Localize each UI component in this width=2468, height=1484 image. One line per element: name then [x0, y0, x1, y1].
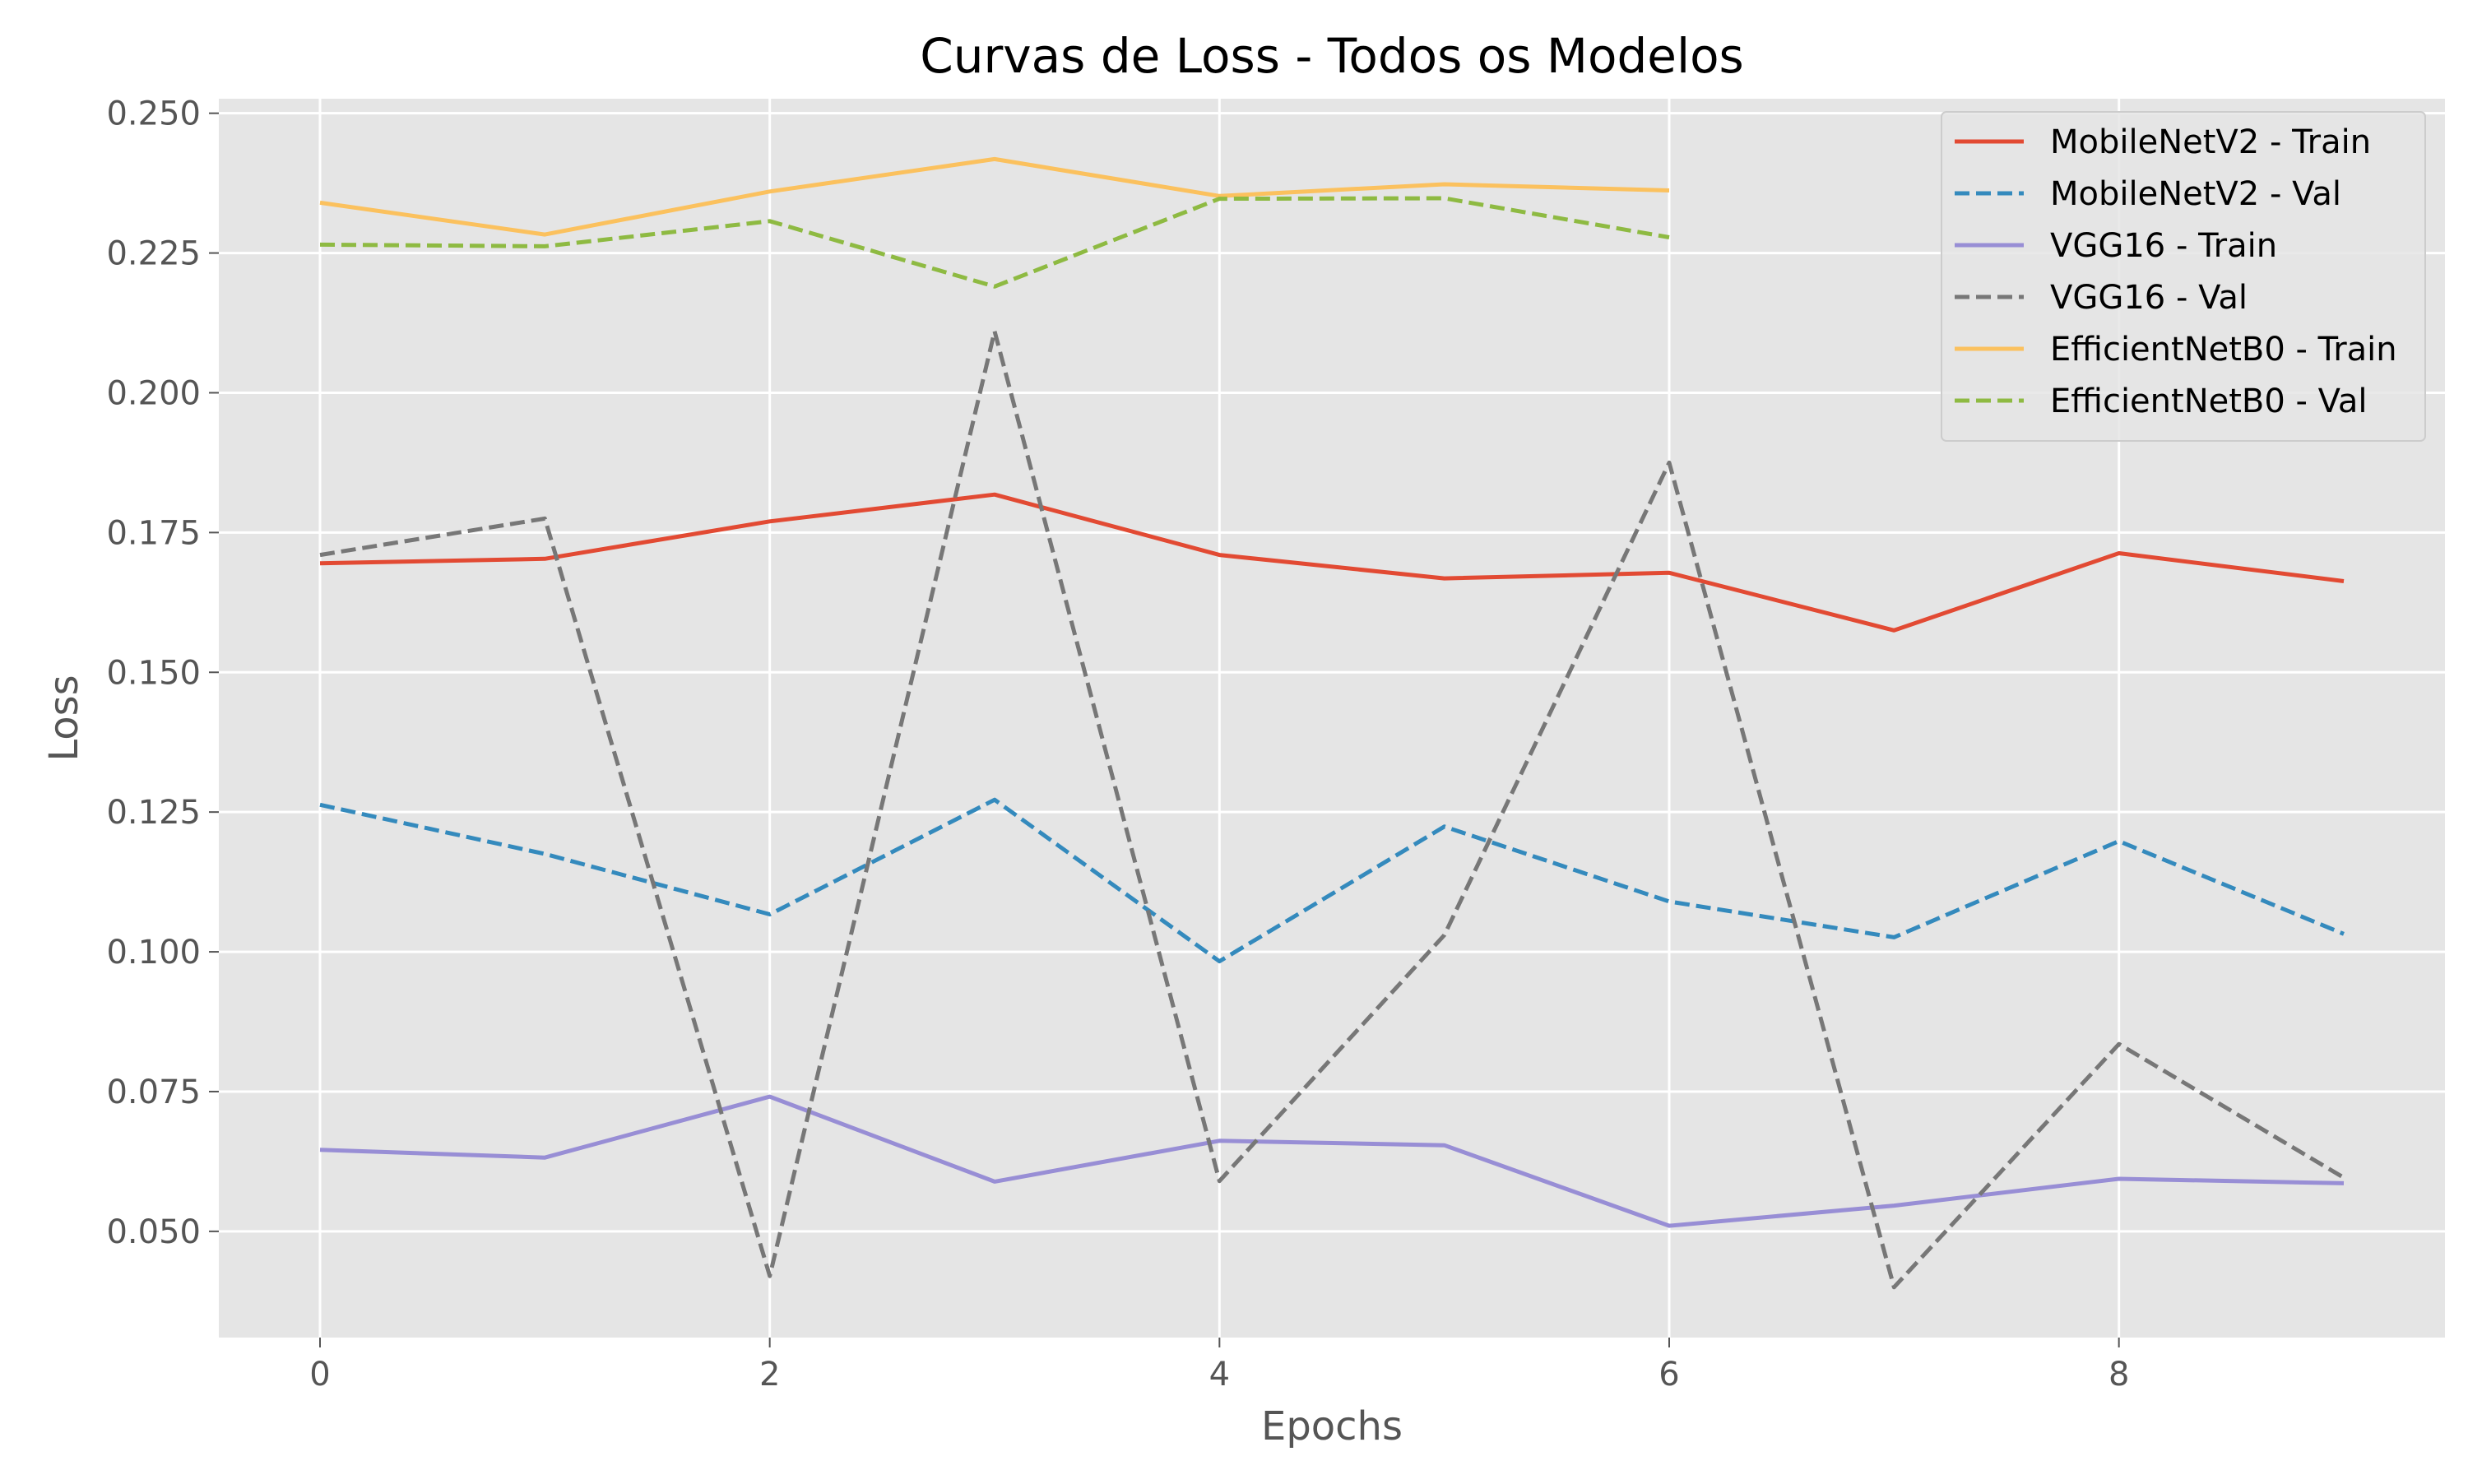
x-tick-label: 4	[1209, 1356, 1230, 1394]
y-axis-label: Loss	[41, 675, 87, 761]
legend-label: EfficientNetB0 - Val	[2050, 383, 2368, 420]
legend-label: VGG16 - Train	[2050, 227, 2277, 265]
y-tick-label: 0.175	[106, 514, 201, 552]
x-tick-label: 8	[2108, 1356, 2129, 1394]
series-line-1	[319, 492, 2345, 633]
series-line-3	[319, 1094, 2345, 1228]
legend-label: MobileNetV2 - Val	[2050, 175, 2341, 213]
y-tick-label: 0.150	[106, 654, 201, 692]
x-tick-label: 6	[1658, 1356, 1679, 1394]
chart-title: Curvas de Loss - Todos os Modelos	[920, 28, 1744, 84]
y-tick-label: 0.100	[106, 934, 201, 972]
legend-box	[1941, 111, 2426, 442]
series-line-2	[319, 797, 2345, 964]
legend-label: MobileNetV2 - Train	[2050, 123, 2371, 161]
y-tick-label: 0.200	[106, 374, 201, 412]
x-tick-label: 0	[309, 1356, 330, 1394]
series-line-5	[319, 156, 1670, 237]
y-tick-label: 0.050	[106, 1213, 201, 1251]
legend-label: EfficientNetB0 - Train	[2050, 331, 2397, 369]
x-axis-label: Epochs	[1261, 1403, 1403, 1449]
y-tick-label: 0.250	[106, 95, 201, 133]
y-tick-label: 0.075	[106, 1074, 201, 1111]
x-tick-label: 2	[759, 1356, 780, 1394]
y-tick-label: 0.125	[106, 794, 201, 832]
series-line-6	[319, 196, 1670, 289]
series-line-4	[319, 329, 2345, 1290]
legend: MobileNetV2 - Train MobileNetV2 - Val VGG1…	[1941, 111, 2426, 442]
y-tick-label: 0.225	[106, 235, 201, 273]
legend-label: VGG16 - Val	[2050, 279, 2248, 317]
